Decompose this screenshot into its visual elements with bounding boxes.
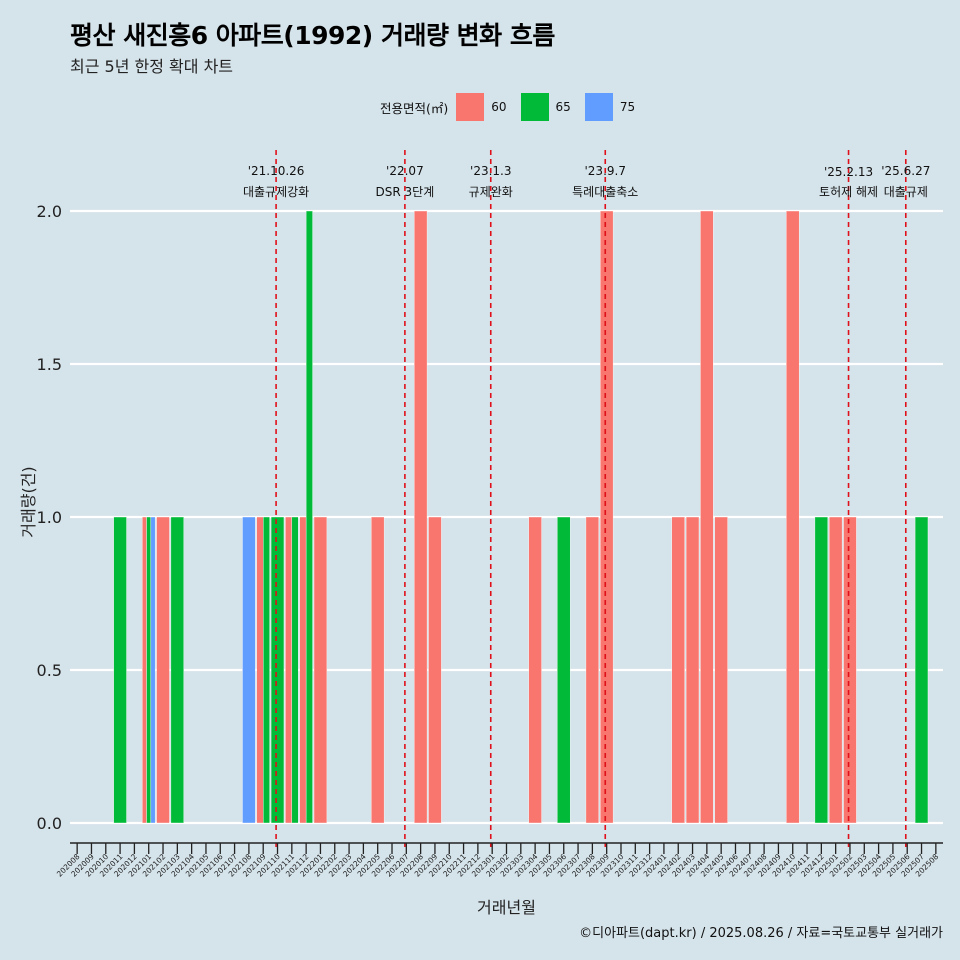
bar-60 bbox=[585, 516, 600, 824]
event-date: '25.2.13 bbox=[824, 165, 873, 179]
event-label: 규제완화 bbox=[469, 185, 513, 199]
bar-65 bbox=[914, 516, 929, 824]
event-date: '25.6.27 bbox=[881, 164, 930, 178]
bar-60 bbox=[700, 210, 714, 824]
bar-65 bbox=[305, 210, 313, 824]
event-date: '23.9.7 bbox=[585, 164, 626, 178]
bar-60 bbox=[685, 516, 700, 824]
bar-75 bbox=[150, 516, 156, 824]
bar-60 bbox=[156, 516, 170, 824]
event-date: '22.07 bbox=[386, 164, 424, 178]
event-label: 특례대출축소 bbox=[572, 185, 638, 199]
bar-65 bbox=[113, 516, 127, 824]
bar-60 bbox=[299, 516, 307, 824]
bar-60 bbox=[428, 516, 442, 824]
bar-65 bbox=[146, 516, 152, 824]
bar-60 bbox=[313, 516, 328, 824]
caption: ©디아파트(dapt.kr) / 2025.08.26 / 자료=국토교통부 실… bbox=[579, 926, 943, 941]
x-axis-title: 거래년월 bbox=[477, 898, 536, 917]
legend-item-65: 65 bbox=[520, 93, 571, 121]
event-label: 대출규제강화 bbox=[243, 185, 309, 199]
event-label: DSR 3단계 bbox=[376, 185, 435, 199]
bar-65 bbox=[263, 516, 270, 824]
bar-60 bbox=[714, 516, 728, 824]
bar-65 bbox=[291, 516, 299, 824]
bar-65 bbox=[270, 516, 285, 824]
legend-label-75: 75 bbox=[619, 100, 636, 114]
event-label: 토허제 해제 bbox=[819, 185, 878, 199]
bar-65 bbox=[557, 516, 571, 824]
bar-75 bbox=[242, 516, 256, 824]
y-tick-label: 1.5 bbox=[37, 355, 62, 374]
bar-65 bbox=[170, 516, 184, 824]
bar-60 bbox=[528, 516, 542, 824]
legend-item-60: 60 bbox=[456, 93, 507, 121]
bar-60 bbox=[413, 210, 428, 824]
event-label: 대출규제 bbox=[884, 185, 928, 199]
y-tick-label: 0.0 bbox=[37, 814, 62, 833]
legend-item-75: 75 bbox=[584, 93, 636, 121]
y-axis-title: 거래량(건) bbox=[19, 466, 38, 537]
legend-swatch-75 bbox=[584, 93, 613, 121]
bar-60 bbox=[843, 516, 857, 824]
bar-60 bbox=[671, 516, 685, 824]
legend-title: 전용면적(㎡) bbox=[380, 100, 449, 116]
bar-60 bbox=[600, 210, 614, 824]
legend: 전용면적(㎡) 60 65 75 bbox=[380, 93, 649, 121]
bar-60 bbox=[829, 516, 843, 824]
legend-swatch-60 bbox=[456, 93, 485, 121]
y-tick-label: 0.5 bbox=[37, 661, 62, 680]
chart-title: 평산 새진흥6 아파트(1992) 거래량 변화 흐름 bbox=[70, 21, 555, 50]
bar-60 bbox=[142, 516, 147, 824]
bar-60 bbox=[786, 210, 800, 824]
bar-60 bbox=[371, 516, 385, 824]
event-date: '21.10.26 bbox=[248, 164, 305, 178]
y-tick-label: 2.0 bbox=[37, 202, 62, 221]
chart-subtitle: 최근 5년 한정 확대 차트 bbox=[70, 57, 234, 76]
event-date: '23.1.3 bbox=[470, 164, 511, 178]
bar-65 bbox=[814, 516, 828, 824]
y-tick-label: 1.0 bbox=[37, 508, 62, 527]
bar-60 bbox=[285, 516, 293, 824]
legend-label-60: 60 bbox=[491, 100, 507, 114]
bar-60 bbox=[256, 516, 264, 824]
legend-label-65: 65 bbox=[555, 100, 571, 114]
legend-swatch-65 bbox=[520, 93, 549, 121]
